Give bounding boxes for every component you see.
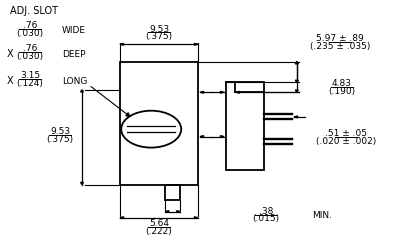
Text: (.124): (.124) <box>16 79 44 88</box>
Bar <box>226 82 264 170</box>
Text: (.375): (.375) <box>46 135 74 144</box>
Text: LONG: LONG <box>62 77 87 86</box>
Text: (.030): (.030) <box>16 52 44 61</box>
Text: WIDE: WIDE <box>62 26 86 35</box>
Polygon shape <box>295 62 298 64</box>
Text: (.190): (.190) <box>328 87 356 95</box>
Text: (.015): (.015) <box>252 215 280 223</box>
Text: .76: .76 <box>23 21 37 30</box>
Text: .38: .38 <box>259 207 273 215</box>
Bar <box>165 184 180 200</box>
Text: 5.64: 5.64 <box>149 219 169 228</box>
Polygon shape <box>220 136 224 138</box>
Polygon shape <box>120 217 124 219</box>
Polygon shape <box>194 217 198 219</box>
Polygon shape <box>295 90 298 92</box>
Polygon shape <box>220 91 224 93</box>
Text: DEEP: DEEP <box>62 50 86 59</box>
Text: (.030): (.030) <box>16 29 44 38</box>
Polygon shape <box>294 116 298 118</box>
Polygon shape <box>295 80 298 82</box>
Text: .51 ± .05: .51 ± .05 <box>325 129 367 138</box>
Text: 4.83: 4.83 <box>332 79 352 88</box>
Text: (.375): (.375) <box>146 32 172 41</box>
Text: MIN.: MIN. <box>312 211 332 220</box>
Text: X: X <box>7 76 14 86</box>
Text: 5.97 ± .89: 5.97 ± .89 <box>316 34 364 43</box>
Text: 9.53: 9.53 <box>50 127 70 136</box>
Text: (.020 ± .002): (.020 ± .002) <box>316 137 376 146</box>
Polygon shape <box>165 211 169 213</box>
Polygon shape <box>295 62 298 64</box>
Text: 3.15: 3.15 <box>20 71 40 80</box>
Text: X: X <box>7 49 14 59</box>
Polygon shape <box>236 91 240 93</box>
Text: .76: .76 <box>23 44 37 53</box>
Polygon shape <box>177 211 180 213</box>
Bar <box>120 62 198 184</box>
Text: (.235 ± .035): (.235 ± .035) <box>310 42 370 51</box>
Polygon shape <box>200 91 204 93</box>
Polygon shape <box>80 182 84 184</box>
Text: ADJ. SLOT: ADJ. SLOT <box>10 6 58 16</box>
Polygon shape <box>120 43 124 45</box>
Polygon shape <box>200 136 204 138</box>
Text: (.222): (.222) <box>146 227 172 236</box>
Text: 9.53: 9.53 <box>149 25 169 33</box>
Polygon shape <box>194 43 198 45</box>
Polygon shape <box>80 90 84 92</box>
